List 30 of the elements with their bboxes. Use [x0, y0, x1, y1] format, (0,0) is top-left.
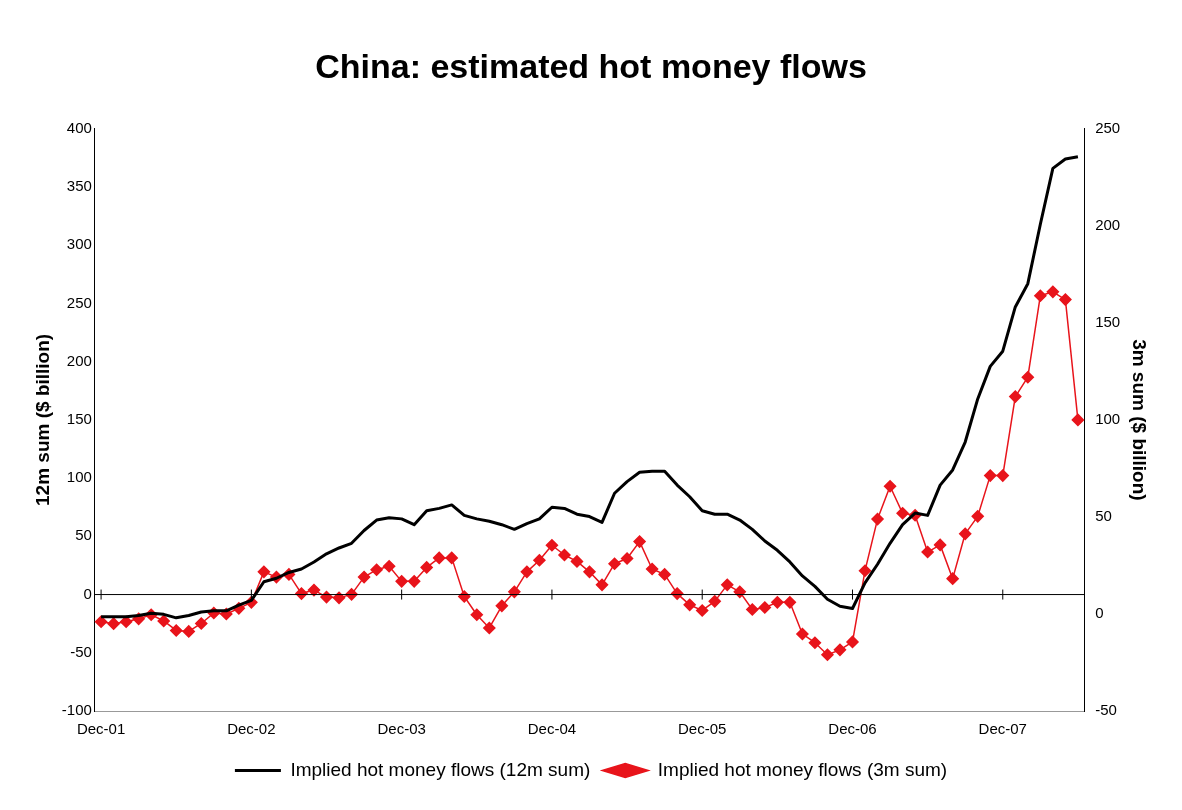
y-tick-label: 350	[66, 177, 92, 195]
y-tick-label: 300	[66, 235, 92, 253]
x-tick-label: Dec-01	[76, 720, 126, 738]
legend-label: Implied hot money flows (3m sum)	[657, 758, 948, 780]
x-tick-label: Dec-02	[227, 720, 276, 738]
y2-axis-title: 3m sum ($ billion)	[1129, 339, 1151, 501]
y-tick-label: -50	[70, 642, 92, 660]
y2-tick-label: 200	[1095, 215, 1121, 233]
x-tick-label: Dec-03	[377, 720, 426, 738]
y-tick-label: 250	[66, 293, 92, 311]
x-tick-label: Dec-06	[828, 720, 877, 738]
y2-tick-label: 0	[1095, 604, 1104, 622]
x-tick-label: Dec-07	[978, 720, 1027, 738]
chart-title: China: estimated hot money flows	[315, 46, 867, 85]
y-axis-title: 12m sum ($ billion)	[31, 333, 53, 506]
y2-tick-label: 100	[1095, 410, 1121, 428]
y2-tick-label: 150	[1095, 313, 1121, 331]
y-tick-label: 100	[66, 468, 92, 486]
x-tick-label: Dec-05	[678, 720, 727, 738]
y-tick-label: -100	[61, 701, 92, 719]
y-tick-label: 150	[66, 410, 92, 428]
x-tick-label: Dec-04	[527, 720, 577, 738]
y-tick-label: 50	[75, 526, 92, 544]
y-tick-label: 400	[66, 118, 92, 136]
legend-label: Implied hot money flows (12m sum)	[290, 758, 591, 780]
y2-tick-label: 50	[1095, 507, 1112, 525]
y-tick-label: 0	[83, 584, 92, 602]
y-tick-label: 200	[66, 351, 92, 369]
y2-tick-label: -50	[1095, 701, 1117, 719]
y2-tick-label: 250	[1095, 118, 1121, 136]
